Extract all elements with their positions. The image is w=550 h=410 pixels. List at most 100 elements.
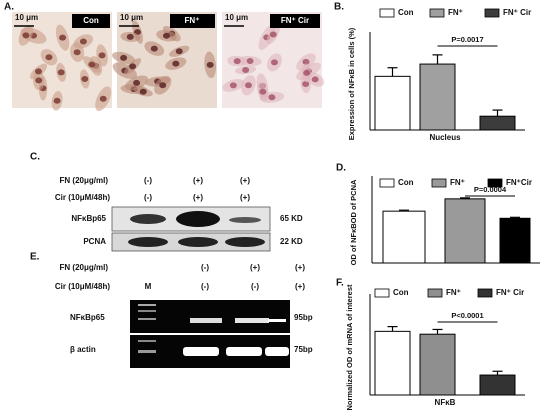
condition-label: FN (20μg/ml) <box>60 176 109 185</box>
band <box>176 211 220 227</box>
ladder-band <box>138 304 156 306</box>
bar <box>444 198 486 264</box>
x-tick-label: Nucleus <box>429 133 461 142</box>
nucleus <box>206 61 214 68</box>
lane-label: (-) <box>144 193 152 202</box>
legend-swatch <box>429 8 445 18</box>
lane-label: (-) <box>251 282 259 291</box>
nucleus <box>302 58 310 65</box>
bar <box>479 115 516 131</box>
ladder-band <box>138 310 156 312</box>
band <box>128 237 168 247</box>
nucleus <box>311 76 319 83</box>
nucleus <box>302 80 310 87</box>
legend-label: FN⁺ Cir <box>503 8 531 17</box>
error-bar <box>432 328 443 335</box>
band <box>226 347 262 356</box>
micrograph-label: FN⁺ Cir <box>281 16 309 25</box>
error-bar <box>387 326 398 332</box>
nucleus <box>172 60 180 67</box>
bar <box>419 63 456 131</box>
ladder-band <box>138 318 156 320</box>
band-size: 75bp <box>294 345 313 354</box>
error-bar <box>510 216 520 219</box>
scale-text: 10 μm <box>225 13 248 22</box>
bar <box>382 210 426 264</box>
legend-swatch <box>379 178 395 188</box>
legend-label: Con <box>398 178 414 187</box>
error-bar <box>492 109 503 117</box>
band-label: β actin <box>70 345 96 354</box>
condition-label: FN (20μg/ml) <box>60 263 109 272</box>
lane-label: (+) <box>295 282 305 291</box>
bar <box>374 75 411 131</box>
band-label: PCNA <box>83 237 106 246</box>
legend-swatch <box>379 8 395 18</box>
nucleus <box>159 82 167 89</box>
legend-swatch <box>477 288 493 298</box>
nucleus <box>269 31 277 38</box>
x-tick-label: NFκB <box>435 398 456 407</box>
bar <box>374 330 411 396</box>
nucleus <box>129 63 137 70</box>
condition-label: Cir (10μM/48h) <box>55 282 110 291</box>
nucleus <box>229 82 237 89</box>
band <box>265 347 289 356</box>
legend-swatch <box>484 8 500 18</box>
panel-label: E. <box>30 252 40 263</box>
band <box>229 217 261 223</box>
significance-label: P<0.0001 <box>451 311 483 320</box>
y-axis-label: Normalized OD of mRNA of interest <box>345 284 354 410</box>
legend-swatch <box>431 178 447 188</box>
band-size: 65 KD <box>280 214 303 223</box>
ladder-band <box>138 340 156 342</box>
bar <box>419 333 456 396</box>
condition-label: Cir (10μM/48h) <box>55 193 110 202</box>
error-bar <box>399 209 409 212</box>
lane-label: (-) <box>144 176 152 185</box>
panel-label: F. <box>336 278 344 289</box>
nucleus <box>59 34 67 41</box>
nucleus <box>242 66 250 73</box>
y-axis-label: Expression of NFκB in cells (%) <box>347 27 356 140</box>
label-box <box>170 14 215 28</box>
cells <box>18 20 325 112</box>
gel <box>130 300 290 333</box>
legend-label: Con <box>393 288 409 297</box>
label-box <box>270 14 320 28</box>
bar <box>479 374 516 396</box>
nucleus <box>162 32 170 39</box>
lane-label: (+) <box>193 176 203 185</box>
y-axis-label: OD of NFκBOD of PCNA <box>349 179 358 265</box>
nucleus <box>88 61 96 68</box>
band-label: NFκBp65 <box>70 313 105 322</box>
lane-label: (+) <box>250 263 260 272</box>
band-label: NFκBp65 <box>71 214 106 223</box>
legend-label: FN⁺ <box>448 8 463 17</box>
nucleus <box>98 52 106 59</box>
legend-label: Con <box>398 8 414 17</box>
label-box <box>72 14 110 28</box>
nucleus <box>35 77 43 84</box>
nucleus <box>150 45 158 52</box>
lane-label: (-) <box>201 263 209 272</box>
band <box>183 347 219 356</box>
panel-label: D. <box>336 163 346 174</box>
panel-label: C. <box>30 152 40 163</box>
nucleus <box>81 76 89 83</box>
nucleus <box>246 57 254 64</box>
nucleus <box>57 69 65 76</box>
nucleus <box>270 59 278 66</box>
error-bar <box>492 370 503 376</box>
legend-swatch <box>427 288 443 298</box>
scale-text: 10 μm <box>15 13 38 22</box>
bar <box>499 217 531 264</box>
band-size: 22 KD <box>280 237 303 246</box>
band <box>178 237 218 247</box>
significance-label: P=0.0017 <box>451 35 483 44</box>
nucleus <box>259 88 267 95</box>
band-size: 95bp <box>294 313 313 322</box>
nucleus <box>268 94 276 101</box>
